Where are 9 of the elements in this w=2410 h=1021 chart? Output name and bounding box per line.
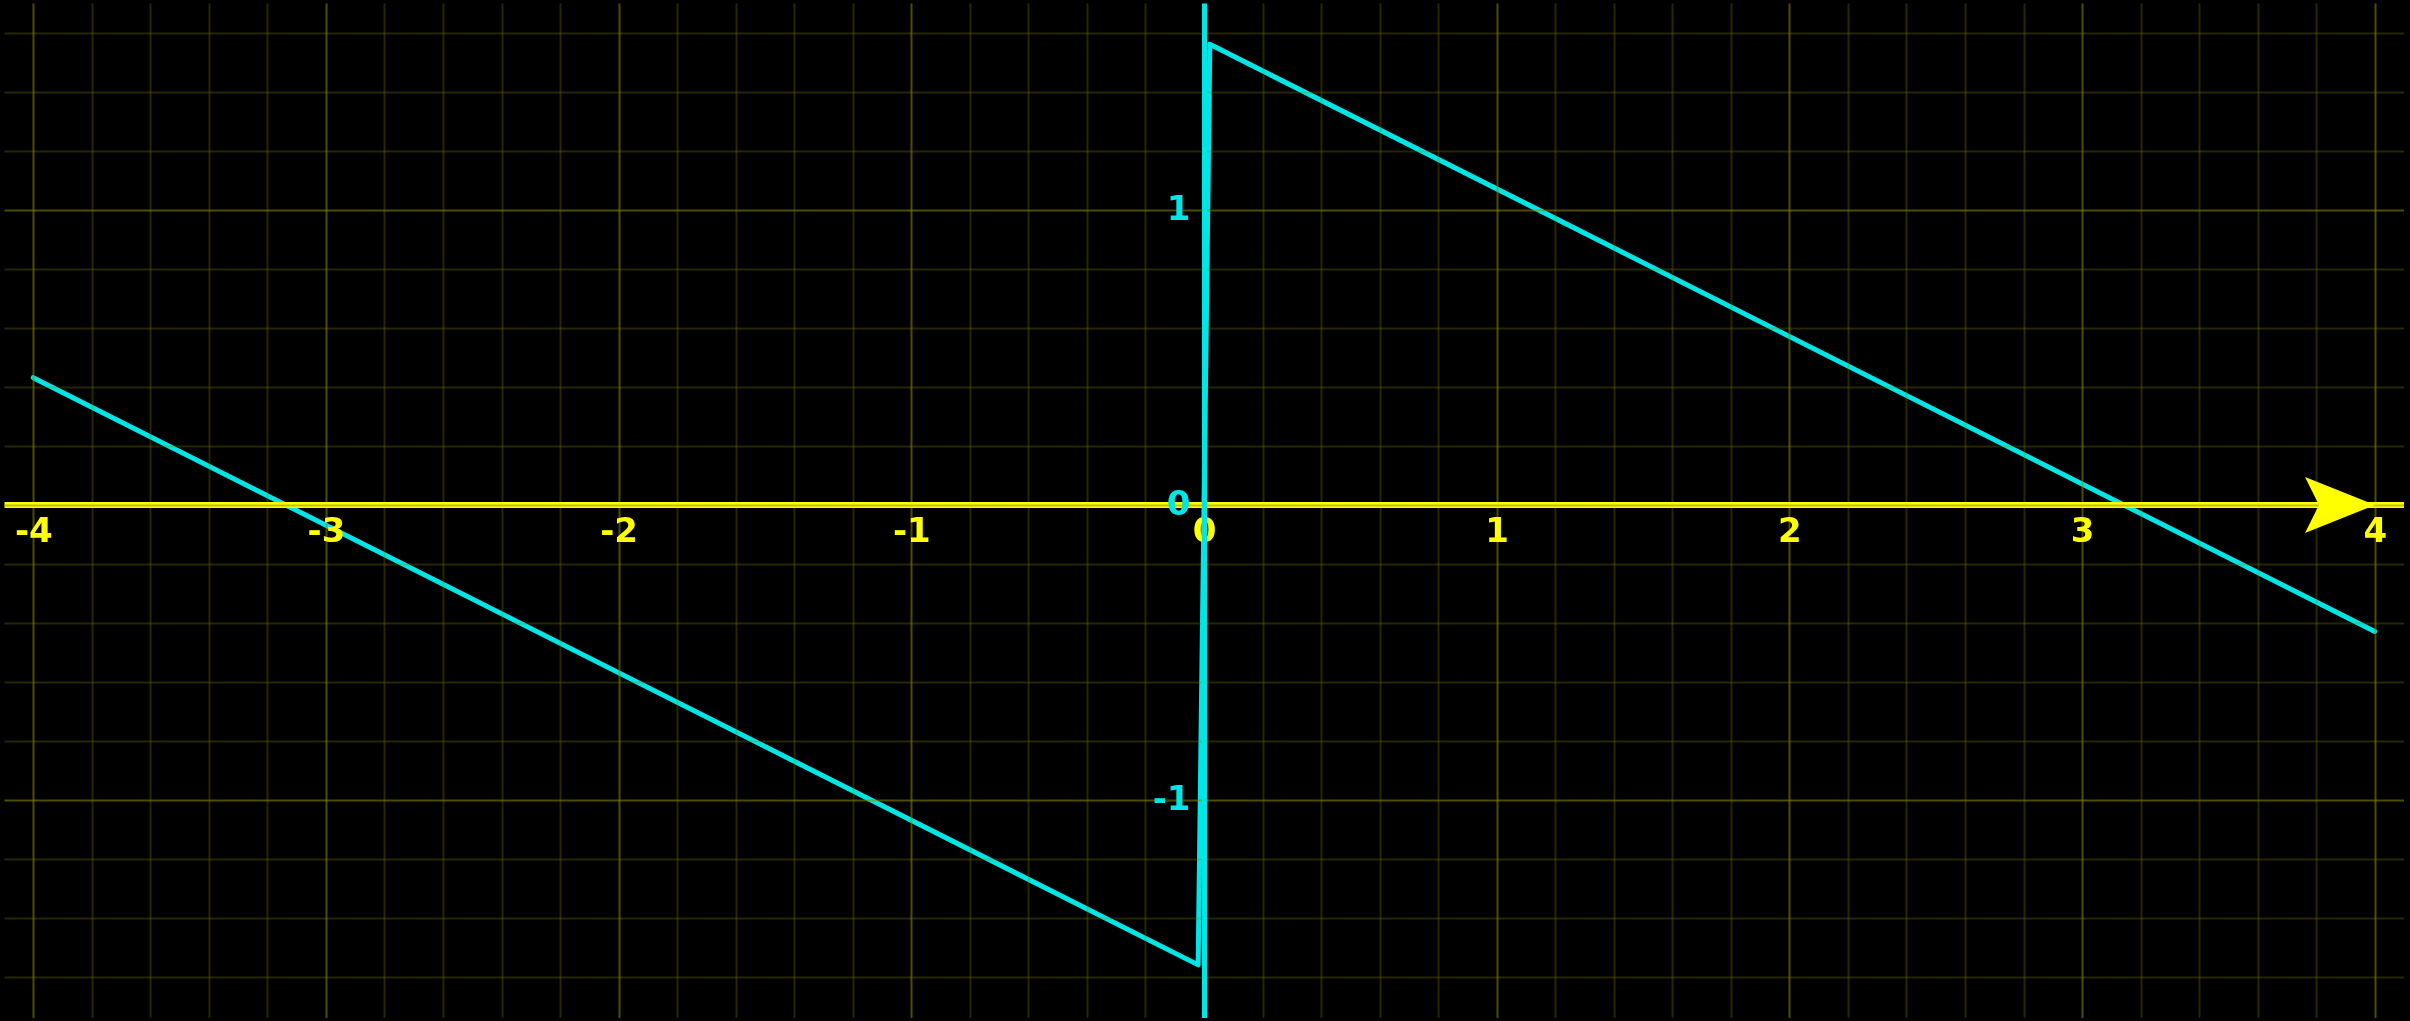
y-tick-label: -1: [1152, 778, 1191, 819]
x-tick-label: 2: [1778, 510, 1802, 551]
x-tick-label: -1: [892, 510, 931, 551]
x-tick-label: 4: [2363, 510, 2388, 551]
x-tick-label: 1: [1485, 510, 1510, 551]
x-tick-label: -2: [600, 510, 639, 551]
y-tick-label: 1: [1166, 188, 1191, 229]
x-tick-label: -4: [14, 510, 53, 551]
x-tick-label: 3: [2070, 510, 2095, 551]
